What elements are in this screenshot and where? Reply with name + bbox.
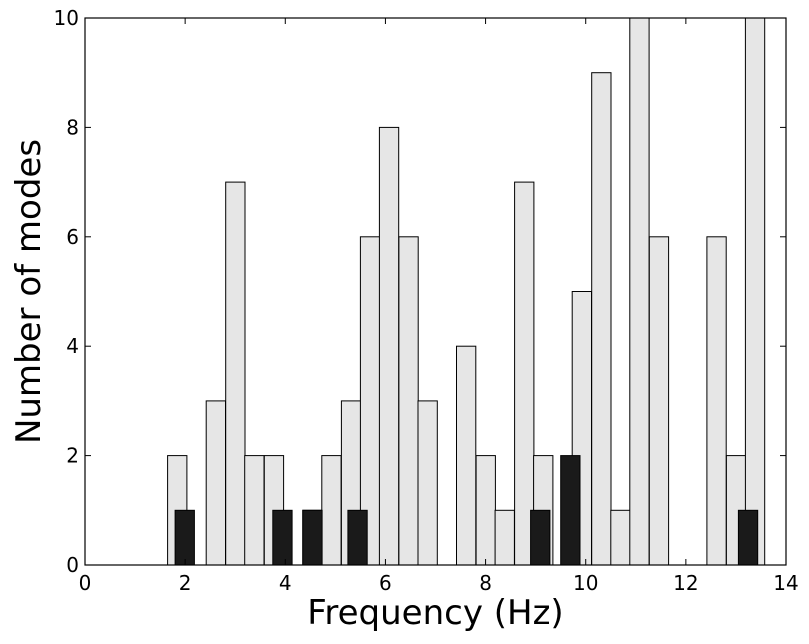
- bar-series1-16: [514, 181, 535, 565]
- y-tick-label: 0: [66, 553, 79, 577]
- x-tick-label: 14: [773, 571, 798, 595]
- bar-series2-5: [530, 509, 551, 565]
- bar-series2-2: [272, 509, 293, 565]
- bars-layer: [167, 18, 766, 565]
- bar-series1-4: [244, 455, 265, 565]
- bar-series1-15: [494, 509, 515, 565]
- plot-frame: [84, 17, 787, 566]
- y-tick-label: 8: [66, 115, 79, 139]
- bar-series1-3: [225, 181, 246, 565]
- ticks-layer: 0 2 4 6 8 10 12 14 0 2 4 6 8 10: [54, 6, 799, 595]
- bar-series1-11: [398, 236, 419, 565]
- y-tick-label: 2: [66, 444, 79, 468]
- y-axis-title: Number of modes: [9, 139, 49, 444]
- x-axis-title: Frequency (Hz): [307, 593, 563, 633]
- bar-series1-7: [321, 455, 342, 565]
- bar-series1-2: [205, 400, 226, 565]
- y-tick-label: 10: [54, 6, 79, 30]
- x-tick-label: 4: [279, 571, 292, 595]
- bar-series1-22: [648, 236, 670, 565]
- bar-series2-1: [174, 509, 195, 565]
- bar-series1-10: [378, 126, 400, 565]
- x-tick-label: 2: [179, 571, 192, 595]
- x-tick-label: 6: [379, 571, 392, 595]
- x-tick-label: 12: [673, 571, 698, 595]
- bar-series2-7: [737, 509, 759, 565]
- y-tick-label: 6: [66, 225, 79, 249]
- bar-series1-23: [706, 236, 727, 565]
- bar-series1-13: [456, 345, 477, 565]
- x-tick-label: 8: [479, 571, 492, 595]
- bar-series1-25: [744, 18, 766, 565]
- bar-series1-19: [591, 72, 612, 565]
- bar-series1-21: [629, 18, 650, 565]
- bar-series1-14: [475, 455, 496, 565]
- y-tick-label: 4: [66, 334, 79, 358]
- bar-series2-3: [302, 509, 323, 565]
- bar-series2-4: [347, 509, 368, 565]
- x-tick-label: 0: [79, 571, 92, 595]
- bar-series1-12: [417, 400, 438, 565]
- x-tick-label: 10: [573, 571, 598, 595]
- bar-series1-20: [610, 509, 631, 565]
- bar-series2-6: [560, 455, 581, 565]
